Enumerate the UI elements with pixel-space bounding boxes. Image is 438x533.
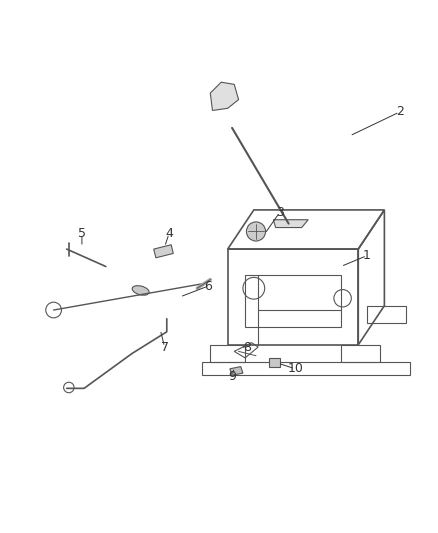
Polygon shape [273,220,308,228]
Text: 2: 2 [396,106,403,118]
Text: 8: 8 [243,341,251,353]
Polygon shape [230,367,243,375]
Circle shape [247,222,265,241]
Text: 3: 3 [276,206,284,219]
Text: 9: 9 [228,370,236,383]
Text: 5: 5 [78,228,86,240]
Polygon shape [210,82,239,110]
Text: 1: 1 [363,249,371,262]
Text: 7: 7 [161,341,169,353]
Text: 4: 4 [165,228,173,240]
Text: 6: 6 [204,280,212,293]
Polygon shape [154,245,173,258]
Ellipse shape [132,286,149,295]
Polygon shape [269,358,280,367]
Text: 10: 10 [287,362,303,375]
